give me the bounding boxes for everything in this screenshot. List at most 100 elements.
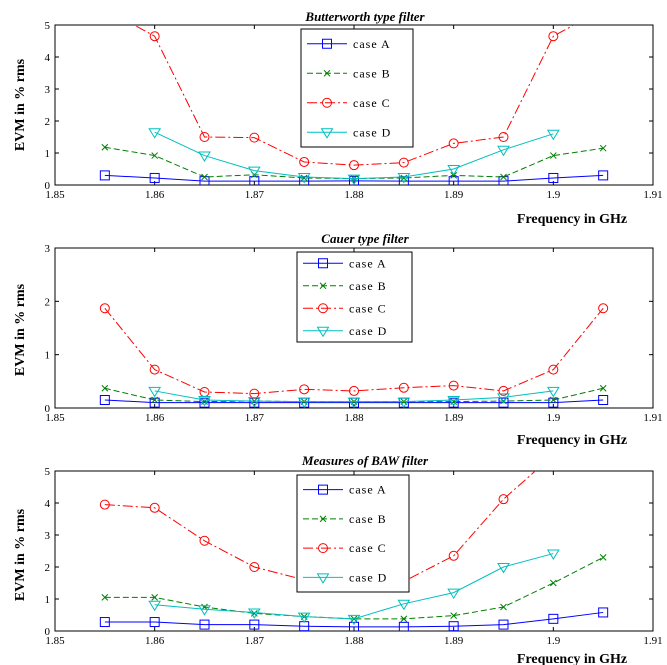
y-tick-label: 0 (45, 180, 51, 192)
series-line (154, 390, 554, 403)
data-point (448, 621, 459, 631)
x-tick-label: 1.87 (245, 189, 265, 201)
x-tick-label: 1.91 (643, 189, 662, 201)
y-axis-label: EVM in % rms (13, 283, 28, 376)
legend-marker (323, 69, 331, 77)
data-point (349, 385, 359, 396)
legend-label: case C (353, 96, 391, 110)
series-line (104, 556, 604, 620)
data-point (148, 386, 162, 398)
x-tick-label: 1.85 (45, 412, 65, 424)
data-point (151, 594, 159, 601)
chart-title: Butterworth type filter (304, 9, 425, 24)
data-point (299, 156, 310, 167)
legend-marker (318, 484, 328, 495)
series-line (104, 146, 604, 180)
legend-marker (322, 97, 332, 108)
x-axis-label: Frequency in GHz (517, 212, 627, 227)
data-point (99, 395, 110, 405)
data-point (347, 174, 361, 185)
series-line (154, 553, 554, 620)
data-point (450, 612, 458, 619)
x-axis-label: Frequency in GHz (517, 652, 627, 665)
legend-marker (320, 128, 334, 139)
data-point (99, 303, 110, 314)
data-point (349, 621, 359, 631)
legend-label: case B (349, 512, 387, 526)
x-tick-label: 1.85 (45, 635, 65, 647)
x-tick-label: 1.85 (45, 189, 65, 201)
x-tick-label: 1.89 (444, 189, 464, 201)
series-case-a (99, 607, 609, 631)
legend-label: case D (349, 570, 387, 584)
data-point (201, 173, 208, 181)
data-point (498, 619, 509, 630)
data-point (498, 397, 509, 408)
data-point (101, 384, 109, 392)
data-point (447, 588, 461, 600)
data-point (448, 550, 459, 561)
legend-label: case B (349, 279, 387, 293)
series-line (104, 611, 604, 628)
y-tick-label: 0 (45, 403, 51, 415)
data-point (247, 397, 261, 408)
data-point (448, 397, 459, 408)
data-point (99, 170, 110, 181)
y-tick-label: 2 (45, 116, 51, 128)
legend-marker (318, 543, 328, 554)
data-point (447, 396, 461, 407)
legend-marker (316, 573, 330, 584)
data-point (149, 397, 160, 408)
data-point (151, 396, 159, 404)
series-line (104, 399, 604, 404)
legend: case A case B case C case D (296, 474, 410, 593)
series-case-c (99, 303, 609, 399)
legend-marker (322, 38, 332, 49)
y-tick-label: 5 (45, 20, 51, 32)
x-tick-label: 1.86 (145, 412, 165, 424)
chart-title: Measures of BAW filter (301, 453, 429, 468)
data-point (149, 31, 160, 42)
legend-box (300, 28, 414, 148)
legend-label: case A (349, 256, 387, 270)
data-point (549, 396, 557, 404)
data-point (548, 613, 559, 624)
data-point (598, 607, 609, 618)
data-point (100, 5, 109, 14)
baw-panel: Measures of BAW filter EVM in % rms Freq… (13, 453, 663, 665)
data-point (400, 615, 408, 623)
legend-marker (318, 258, 328, 269)
data-point (500, 173, 507, 181)
series-case-c (100, 5, 608, 171)
data-point (149, 502, 160, 513)
x-tick-label: 1.86 (145, 635, 165, 647)
data-point (548, 172, 559, 183)
data-point (199, 619, 210, 630)
data-point (546, 386, 560, 398)
legend-label: case A (349, 483, 387, 497)
data-point (448, 380, 459, 391)
data-point (397, 397, 411, 408)
x-tick-label: 1.89 (444, 412, 464, 424)
data-point (497, 563, 510, 574)
data-point (497, 145, 510, 157)
data-point (297, 173, 311, 184)
data-point (247, 166, 261, 178)
data-point (198, 605, 211, 616)
data-point (99, 617, 110, 628)
legend-label: case C (349, 541, 387, 555)
x-tick-label: 1.89 (444, 635, 464, 647)
data-point (148, 600, 162, 612)
series-line (154, 131, 554, 180)
data-point (599, 5, 608, 14)
data-point (99, 499, 110, 510)
x-tick-label: 1.87 (245, 412, 265, 424)
data-point (198, 396, 211, 407)
data-point (149, 364, 160, 375)
legend: case A case B case C case D (296, 251, 413, 343)
data-point (598, 303, 609, 314)
data-point (249, 562, 260, 572)
data-point (598, 395, 609, 405)
data-point (548, 397, 559, 408)
data-point (349, 160, 359, 171)
